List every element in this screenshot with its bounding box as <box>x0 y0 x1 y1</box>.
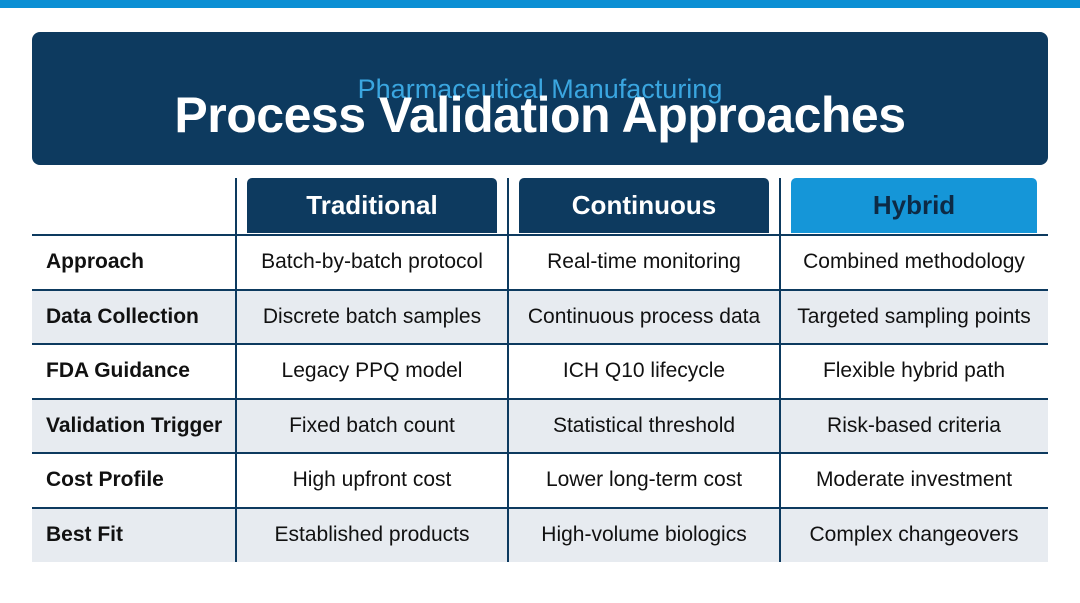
row-divider <box>32 288 1048 291</box>
top-stripe <box>0 0 1080 8</box>
table-cell: Moderate investment <box>815 468 1013 492</box>
subtitle: Pharmaceutical Manufacturing <box>357 74 723 104</box>
table-cell: Complex changeovers <box>809 522 1019 546</box>
table-cell: Lower long-term cost <box>545 468 743 492</box>
row-label: Validation Trigger <box>46 413 223 437</box>
row-band <box>32 398 1048 453</box>
row-label: Cost Profile <box>46 468 164 492</box>
table-cell: Targeted sampling points <box>797 304 1031 328</box>
table-cell: ICH Q10 lifecycle <box>562 359 726 383</box>
row-band <box>32 289 1048 344</box>
header-banner: Pharmaceutical Manufacturing Process Val… <box>32 32 1048 165</box>
table-cell: High upfront cost <box>292 468 452 492</box>
column-divider <box>507 178 509 562</box>
column-divider <box>779 178 781 562</box>
row-label: Best Fit <box>46 522 124 546</box>
column-header: Continuous <box>519 178 769 233</box>
row-divider <box>32 397 1048 400</box>
table-cell: Risk-based criteria <box>827 413 1001 437</box>
table-cell: Discrete batch samples <box>262 304 482 328</box>
row-divider <box>32 506 1048 509</box>
column-header: Hybrid <box>791 178 1037 233</box>
table-cell: Combined methodology <box>803 250 1025 274</box>
row-divider <box>32 343 1048 345</box>
table-cell: Real-time monitoring <box>547 250 741 274</box>
table-cell: Continuous process data <box>527 304 761 328</box>
column-divider <box>235 178 237 562</box>
table-cell: Fixed batch count <box>289 413 455 437</box>
row-band <box>32 507 1048 562</box>
row-divider <box>32 234 1048 236</box>
table-cell: Flexible hybrid path <box>822 359 1006 383</box>
table-cell: Batch-by-batch protocol <box>261 250 483 274</box>
table-cell: High-volume biologics <box>541 522 747 546</box>
row-divider <box>32 452 1048 454</box>
title: Process Validation Approaches <box>174 87 906 143</box>
row-label: FDA Guidance <box>46 359 190 383</box>
table-cell: Statistical threshold <box>552 413 736 437</box>
row-label: Data Collection <box>46 304 199 328</box>
table-cell: Established products <box>274 522 470 546</box>
row-label: Approach <box>46 250 145 274</box>
table-cell: Legacy PPQ model <box>281 359 463 383</box>
column-header: Traditional <box>247 178 497 233</box>
